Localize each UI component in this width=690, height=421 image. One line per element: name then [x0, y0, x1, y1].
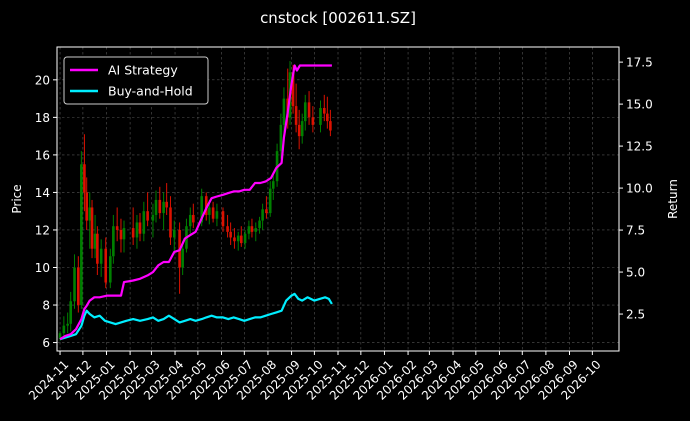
y-right-tick-label: 2.5: [626, 308, 645, 322]
line-buy-and-hold: [59, 292, 333, 341]
y-axis-left-label: Price: [10, 184, 24, 213]
candle-body: [322, 107, 326, 114]
legend-box: [63, 56, 209, 105]
line-series: [59, 64, 333, 341]
candle-body: [271, 181, 275, 189]
candle-body: [119, 229, 123, 240]
y-right-tick-label: 17.5: [626, 56, 653, 70]
candle-body: [66, 323, 69, 326]
candle-body: [151, 214, 155, 221]
legend: AI Strategy Buy-and-Hold: [63, 56, 209, 105]
chart-title: cnstock [002611.SZ]: [260, 9, 416, 27]
y-left-tick-label: 12: [35, 223, 50, 237]
line-ai-strategy: [59, 64, 332, 341]
candle-body: [69, 301, 73, 324]
candle-body: [93, 233, 97, 249]
candle-body: [154, 199, 158, 215]
candle-body: [326, 113, 329, 122]
y-left-tick-label: 14: [35, 186, 50, 200]
candle-body: [112, 226, 115, 257]
y-right-tick-label: 12.5: [626, 140, 653, 154]
candle-body: [192, 214, 195, 223]
candle-body: [204, 196, 208, 215]
candle-body: [294, 106, 298, 125]
candle-body: [311, 117, 315, 125]
candle-body: [211, 207, 215, 219]
candle-body: [243, 233, 247, 244]
candle-body: [258, 220, 261, 229]
candle-body: [77, 267, 80, 306]
y-right-tick-label: 7.5: [626, 224, 645, 238]
candle-body: [233, 237, 236, 242]
candle-body: [303, 102, 307, 122]
candle-body: [169, 207, 172, 238]
candle-body: [215, 211, 219, 219]
candle-body: [319, 107, 322, 125]
candle-body: [268, 188, 272, 214]
y-left-tick-label: 16: [35, 148, 50, 162]
candle-body: [181, 248, 184, 268]
candle-body: [329, 121, 332, 131]
candle-body: [200, 196, 203, 223]
candle-body: [138, 222, 142, 234]
candle-body: [307, 102, 311, 118]
candle-body: [226, 226, 229, 232]
candle-body: [188, 214, 192, 227]
y-right-tick-label: 10.0: [626, 182, 653, 196]
y-left-tick-label: 10: [35, 261, 50, 275]
candle-body: [254, 228, 258, 232]
candle-body: [142, 211, 146, 234]
candle-body: [221, 211, 225, 227]
candle-body: [297, 124, 301, 137]
y-right-tick-label: 5.0: [626, 266, 645, 280]
candle-body: [83, 164, 86, 193]
candle-body: [162, 201, 165, 214]
y-axis-left: 6 8 10 12 14 16 18 20: [35, 73, 57, 350]
candle-body: [239, 235, 243, 244]
candle-body: [88, 207, 92, 221]
candle-body: [236, 235, 240, 242]
candle-body: [73, 267, 76, 302]
legend-label-ai-strategy: AI Strategy: [108, 63, 178, 78]
candle-body: [229, 231, 232, 238]
candle-body: [208, 207, 211, 215]
candle-body: [300, 121, 304, 137]
candle-body: [99, 248, 103, 264]
candle-body: [90, 207, 94, 249]
candle-body: [172, 229, 176, 238]
candle-body: [291, 72, 295, 107]
y-right-tick-label: 15.0: [626, 98, 653, 112]
candle-body: [247, 226, 251, 234]
y-left-tick-label: 8: [42, 299, 50, 313]
y-left-tick-label: 18: [35, 111, 50, 125]
candle-body: [109, 256, 112, 283]
candle-body: [250, 226, 254, 232]
candle-body: [158, 199, 162, 214]
candle-body: [96, 233, 99, 264]
candle-body: [135, 222, 139, 238]
candle-body: [279, 124, 283, 152]
candle-body: [261, 209, 264, 221]
candle-body: [131, 228, 135, 238]
legend-label-buy-and-hold: Buy-and-Hold: [108, 84, 193, 99]
candle-body: [80, 164, 83, 306]
y-axis-right-label: Return: [666, 179, 680, 219]
candle-body: [115, 226, 119, 230]
candle-body: [165, 201, 168, 208]
y-left-tick-label: 6: [42, 336, 50, 350]
candle-body: [265, 209, 268, 214]
candle-body: [85, 192, 88, 221]
candle-body: [122, 228, 126, 240]
candle-body: [58, 333, 62, 339]
candle-body: [146, 211, 149, 221]
candle-body: [62, 325, 66, 334]
y-left-tick-label: 20: [35, 73, 50, 87]
candle-body: [104, 248, 108, 283]
y-axis-right: 2.5 5.0 7.5 10.0 12.5 15.0 17.5: [619, 56, 653, 322]
candle-body: [282, 98, 286, 125]
